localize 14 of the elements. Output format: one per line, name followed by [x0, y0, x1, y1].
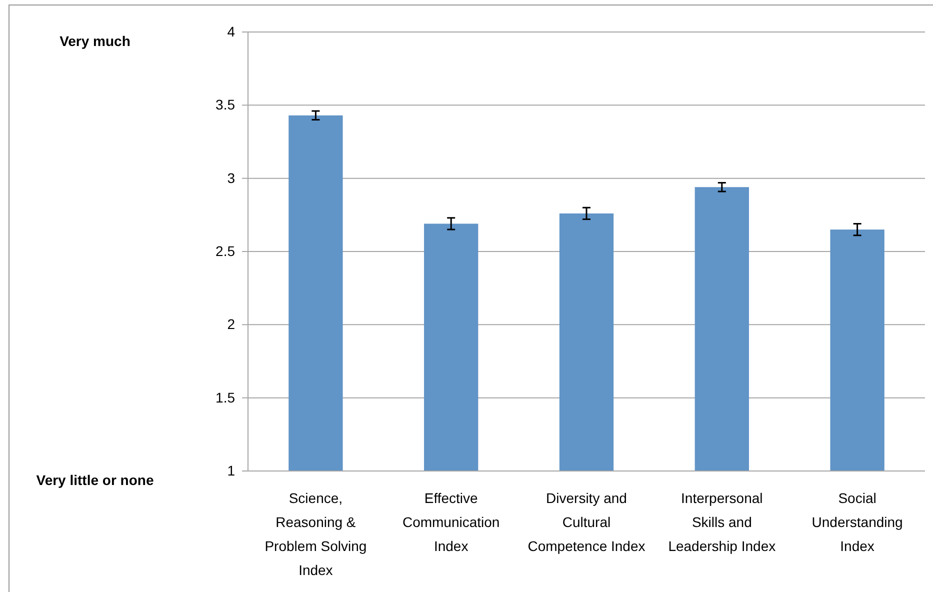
y-tick-label: 1 [227, 462, 236, 478]
x-tick-label: Interpersonal Skills and Leadership Index [668, 490, 776, 554]
y-tick-label: 1.5 [216, 389, 236, 406]
x-tick-label: Science, Reasoning & Problem Solving Index [264, 490, 367, 578]
x-tick-label: Effective Communication Index [402, 490, 500, 554]
x-tick-label: Diversity and Cultural Competence Index [528, 490, 646, 554]
text: Very much [60, 33, 130, 49]
x-tick-label: Social Understanding Index [812, 490, 903, 554]
y-tick-label: 3 [227, 170, 236, 186]
text: Very little or none [36, 472, 154, 488]
y-tick-label: 2.5 [216, 242, 236, 259]
y-tick-label: 3.5 [216, 96, 236, 113]
y-tick-label: 2 [227, 316, 236, 332]
y-tick-label: 4 [227, 23, 236, 40]
